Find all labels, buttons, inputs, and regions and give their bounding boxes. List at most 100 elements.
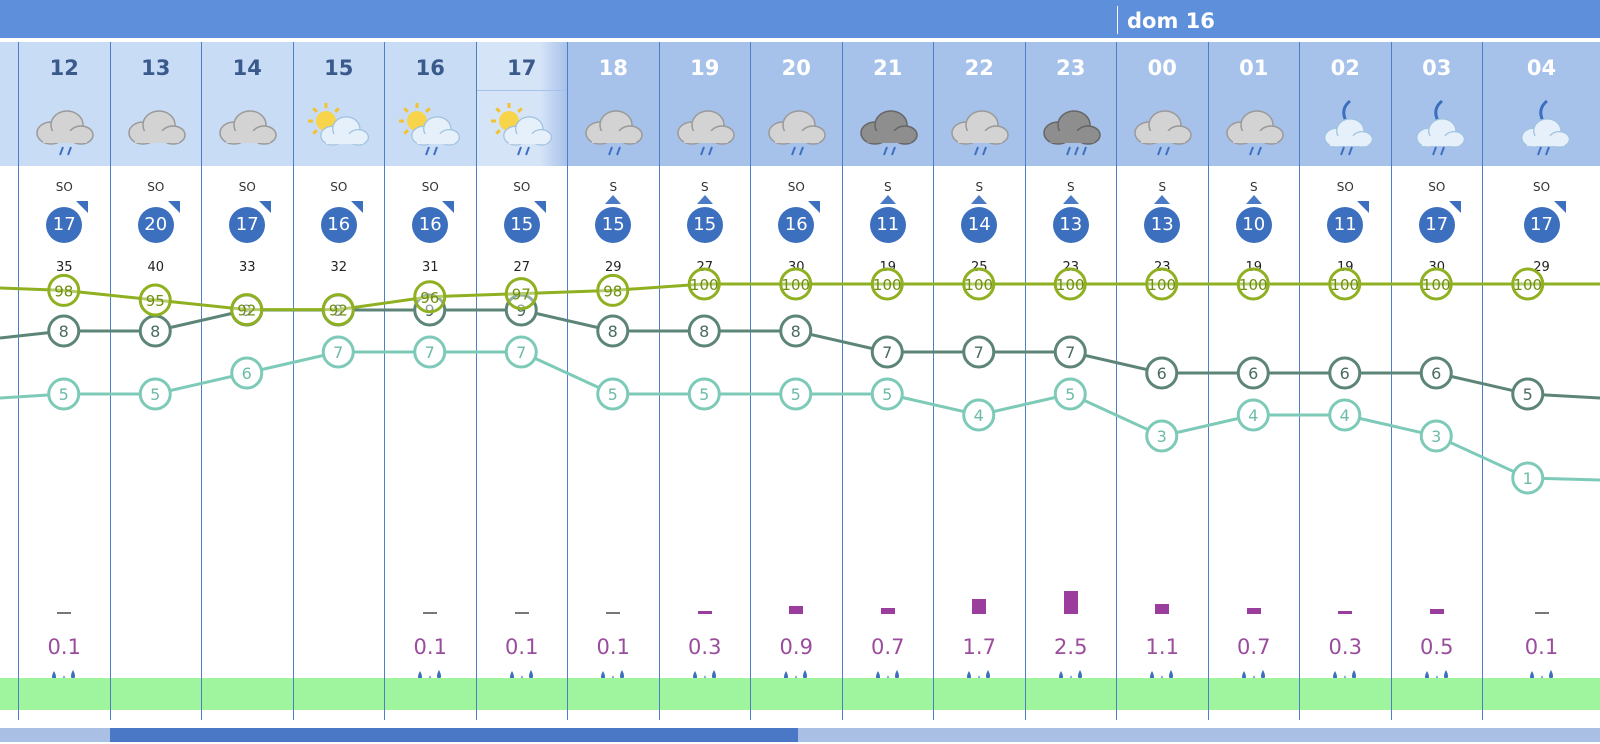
wind-gust-value: 32 <box>330 260 348 275</box>
hour-label: 15 <box>324 56 354 80</box>
precipitation-value: 0.1 <box>596 635 630 659</box>
forecast-column: 14 SO 17 33 <box>201 42 293 720</box>
day-label: dom 16 <box>1127 9 1215 33</box>
forecast-column: 22 S 14 25 1.7 <box>933 42 1025 720</box>
wind-speed-badge: 16 <box>320 207 357 243</box>
precipitation-bar <box>697 611 712 614</box>
forecast-column: 23 S 13 23 2.5 <box>1024 42 1116 720</box>
wind-direction-arrow-icon <box>605 195 622 204</box>
precipitation-bar <box>1338 611 1353 614</box>
hour-label: 12 <box>49 56 79 80</box>
wind-direction-arrow-icon <box>1553 201 1566 213</box>
hour-label: 17 <box>507 56 537 80</box>
hour-label: 16 <box>415 56 445 80</box>
precipitation-bar <box>1429 609 1444 614</box>
column-header: 15 <box>293 42 384 166</box>
wind-speed-badge: 17 <box>1523 207 1560 243</box>
header-divider <box>0 38 1600 42</box>
green-band <box>1300 678 1391 710</box>
wind-direction-label: SO <box>55 180 73 194</box>
green-band <box>0 678 18 710</box>
day-separator <box>1117 6 1118 34</box>
hour-label: 23 <box>1056 56 1086 80</box>
cloud-rain-icon <box>670 97 740 157</box>
column-header: 13 <box>110 42 201 166</box>
wind-speed-badge: 16 <box>778 207 815 243</box>
wind-direction-label: SO <box>1532 180 1551 194</box>
hour-label: 13 <box>141 56 171 80</box>
wind-speed-badge: 20 <box>137 207 174 243</box>
wind-gust-value: 30 <box>787 260 805 275</box>
hour-label: 03 <box>1422 56 1452 80</box>
column-header: 23 <box>1025 42 1116 166</box>
precipitation-value: 1.1 <box>1145 635 1179 659</box>
wind-gust-value: 23 <box>1062 260 1080 275</box>
green-band <box>1208 678 1299 710</box>
precipitation-value: 0.3 <box>1328 635 1362 659</box>
column-header: 22 <box>934 42 1025 166</box>
cloud-rain-icon <box>1219 97 1289 157</box>
wind-speed-badge: 13 <box>1144 207 1181 243</box>
forecast-column: 03 SO 17 30 0.5 <box>1390 42 1482 720</box>
precipitation-bar <box>972 599 987 614</box>
precipitation-bar <box>57 612 72 614</box>
wind-direction-arrow-icon <box>76 201 89 213</box>
column-header: 18 <box>568 42 659 166</box>
hour-label: 14 <box>232 56 262 80</box>
forecast-column: 01 S 10 19 0.7 <box>1207 42 1299 720</box>
wind-direction-arrow-icon <box>1357 201 1370 213</box>
forecast-column: 19 S 15 27 0.3 <box>658 42 750 720</box>
wind-gust-value: 40 <box>147 260 165 275</box>
hour-label: 21 <box>873 56 903 80</box>
precipitation-bar <box>514 612 529 614</box>
wind-direction-label: SO <box>513 180 531 194</box>
wind-direction-label: SO <box>1428 180 1446 194</box>
wind-direction-arrow-icon <box>879 195 896 204</box>
column-header: 17 <box>476 42 567 166</box>
hour-label: 00 <box>1147 56 1177 80</box>
green-band <box>568 678 659 710</box>
column-header: 20 <box>751 42 842 166</box>
green-band <box>110 678 201 710</box>
forecast-column: 00 S 13 23 1.1 <box>1116 42 1208 720</box>
cloud-rain-icon <box>578 97 648 157</box>
wind-direction-arrow-icon <box>1245 195 1262 204</box>
precipitation-value: 2.5 <box>1054 635 1088 659</box>
precipitation-value: 0.1 <box>413 635 447 659</box>
precipitation-bar <box>789 606 804 614</box>
cloud-rain-icon <box>944 97 1014 157</box>
precipitation-bar <box>1063 591 1078 614</box>
wind-direction-arrow-icon <box>1448 201 1461 213</box>
wind-speed-badge: 13 <box>1052 207 1089 243</box>
wind-direction-arrow-icon <box>259 201 272 213</box>
dark-cloud-rain-icon <box>853 97 923 157</box>
wind-direction-arrow-icon <box>971 195 988 204</box>
forecast-column: 02 SO 11 19 0.3 <box>1299 42 1391 720</box>
wind-direction-label: SO <box>147 180 165 194</box>
cloud-rain-icon <box>29 97 99 157</box>
wind-direction-label: S <box>883 180 892 194</box>
precipitation-value: 1.7 <box>962 635 996 659</box>
forecast-column: 13 SO 20 40 <box>109 42 201 720</box>
wind-gust-value: 35 <box>55 260 73 275</box>
wind-direction-arrow-icon <box>1062 195 1079 204</box>
wind-speed-badge: 17 <box>46 207 83 243</box>
wind-direction-label: S <box>1249 180 1258 194</box>
wind-speed-badge: 16 <box>412 207 449 243</box>
wind-speed-badge: 15 <box>686 207 723 243</box>
wind-speed-badge: 10 <box>1235 207 1272 243</box>
green-band <box>385 678 476 710</box>
scrollbar-thumb[interactable] <box>110 728 798 742</box>
precipitation-bar <box>606 612 621 614</box>
precipitation-bar <box>1155 604 1170 614</box>
green-band <box>202 678 293 710</box>
green-band <box>1117 678 1208 710</box>
column-header: 16 <box>385 42 476 166</box>
precipitation-value: 0.7 <box>871 635 905 659</box>
wind-direction-arrow-icon <box>1154 195 1171 204</box>
wind-gust-value: 19 <box>879 260 897 275</box>
wind-gust-value: 27 <box>696 260 714 275</box>
precipitation-bar <box>1246 608 1261 614</box>
wind-direction-arrow-icon <box>808 201 821 213</box>
sun-cloud-icon <box>304 97 374 157</box>
